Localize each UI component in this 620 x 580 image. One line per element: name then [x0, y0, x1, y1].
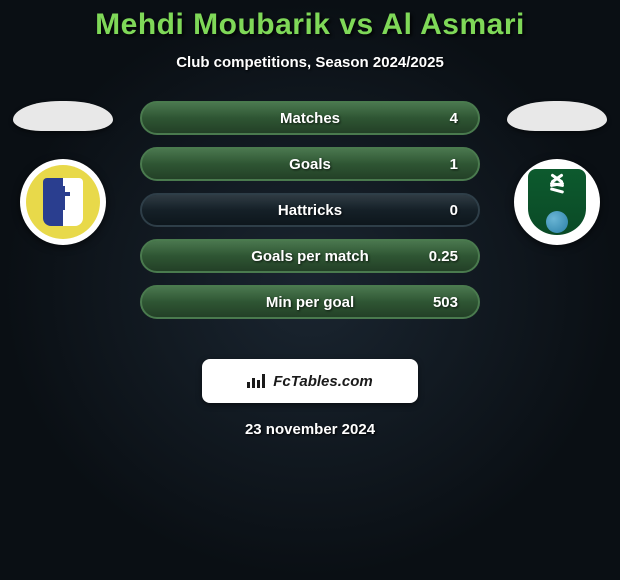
- stat-label: Hattricks: [278, 202, 342, 219]
- player-silhouette-icon: [13, 101, 113, 131]
- club-badge-left-icon: [20, 159, 106, 245]
- stat-row: Goals per match 0.25: [140, 239, 480, 273]
- stats-list: Matches 4 Goals 1 Hattricks 0 Goals per match 0…: [140, 101, 480, 331]
- stat-label: Min per goal: [266, 294, 354, 311]
- content-area: Matches 4 Goals 1 Hattricks 0 Goals per match 0…: [0, 101, 620, 341]
- comparison-card: Mehdi Moubarik vs Al Asmari Club competi…: [0, 0, 620, 580]
- page-title: Mehdi Moubarik vs Al Asmari: [0, 8, 620, 42]
- subtitle: Club competitions, Season 2024/2025: [0, 54, 620, 71]
- stat-label: Matches: [280, 110, 340, 127]
- stat-label: Goals per match: [251, 248, 369, 265]
- stat-value-right: 0.25: [429, 248, 458, 265]
- stat-label: Goals: [289, 156, 331, 173]
- brand-footer[interactable]: FcTables.com: [202, 359, 418, 403]
- date-label: 23 november 2024: [0, 421, 620, 438]
- stat-value-right: 503: [433, 294, 458, 311]
- player-silhouette-icon: [507, 101, 607, 131]
- bars-icon: [247, 374, 265, 388]
- stat-value-right: 0: [450, 202, 458, 219]
- player-right: [502, 101, 612, 245]
- stat-value-right: 1: [450, 156, 458, 173]
- stat-row: Matches 4: [140, 101, 480, 135]
- stat-row: Goals 1: [140, 147, 480, 181]
- stat-value-right: 4: [450, 110, 458, 127]
- stat-row: Hattricks 0: [140, 193, 480, 227]
- player-left: [8, 101, 118, 245]
- club-badge-right-icon: [514, 159, 600, 245]
- brand-label: FcTables.com: [273, 373, 372, 390]
- stat-row: Min per goal 503: [140, 285, 480, 319]
